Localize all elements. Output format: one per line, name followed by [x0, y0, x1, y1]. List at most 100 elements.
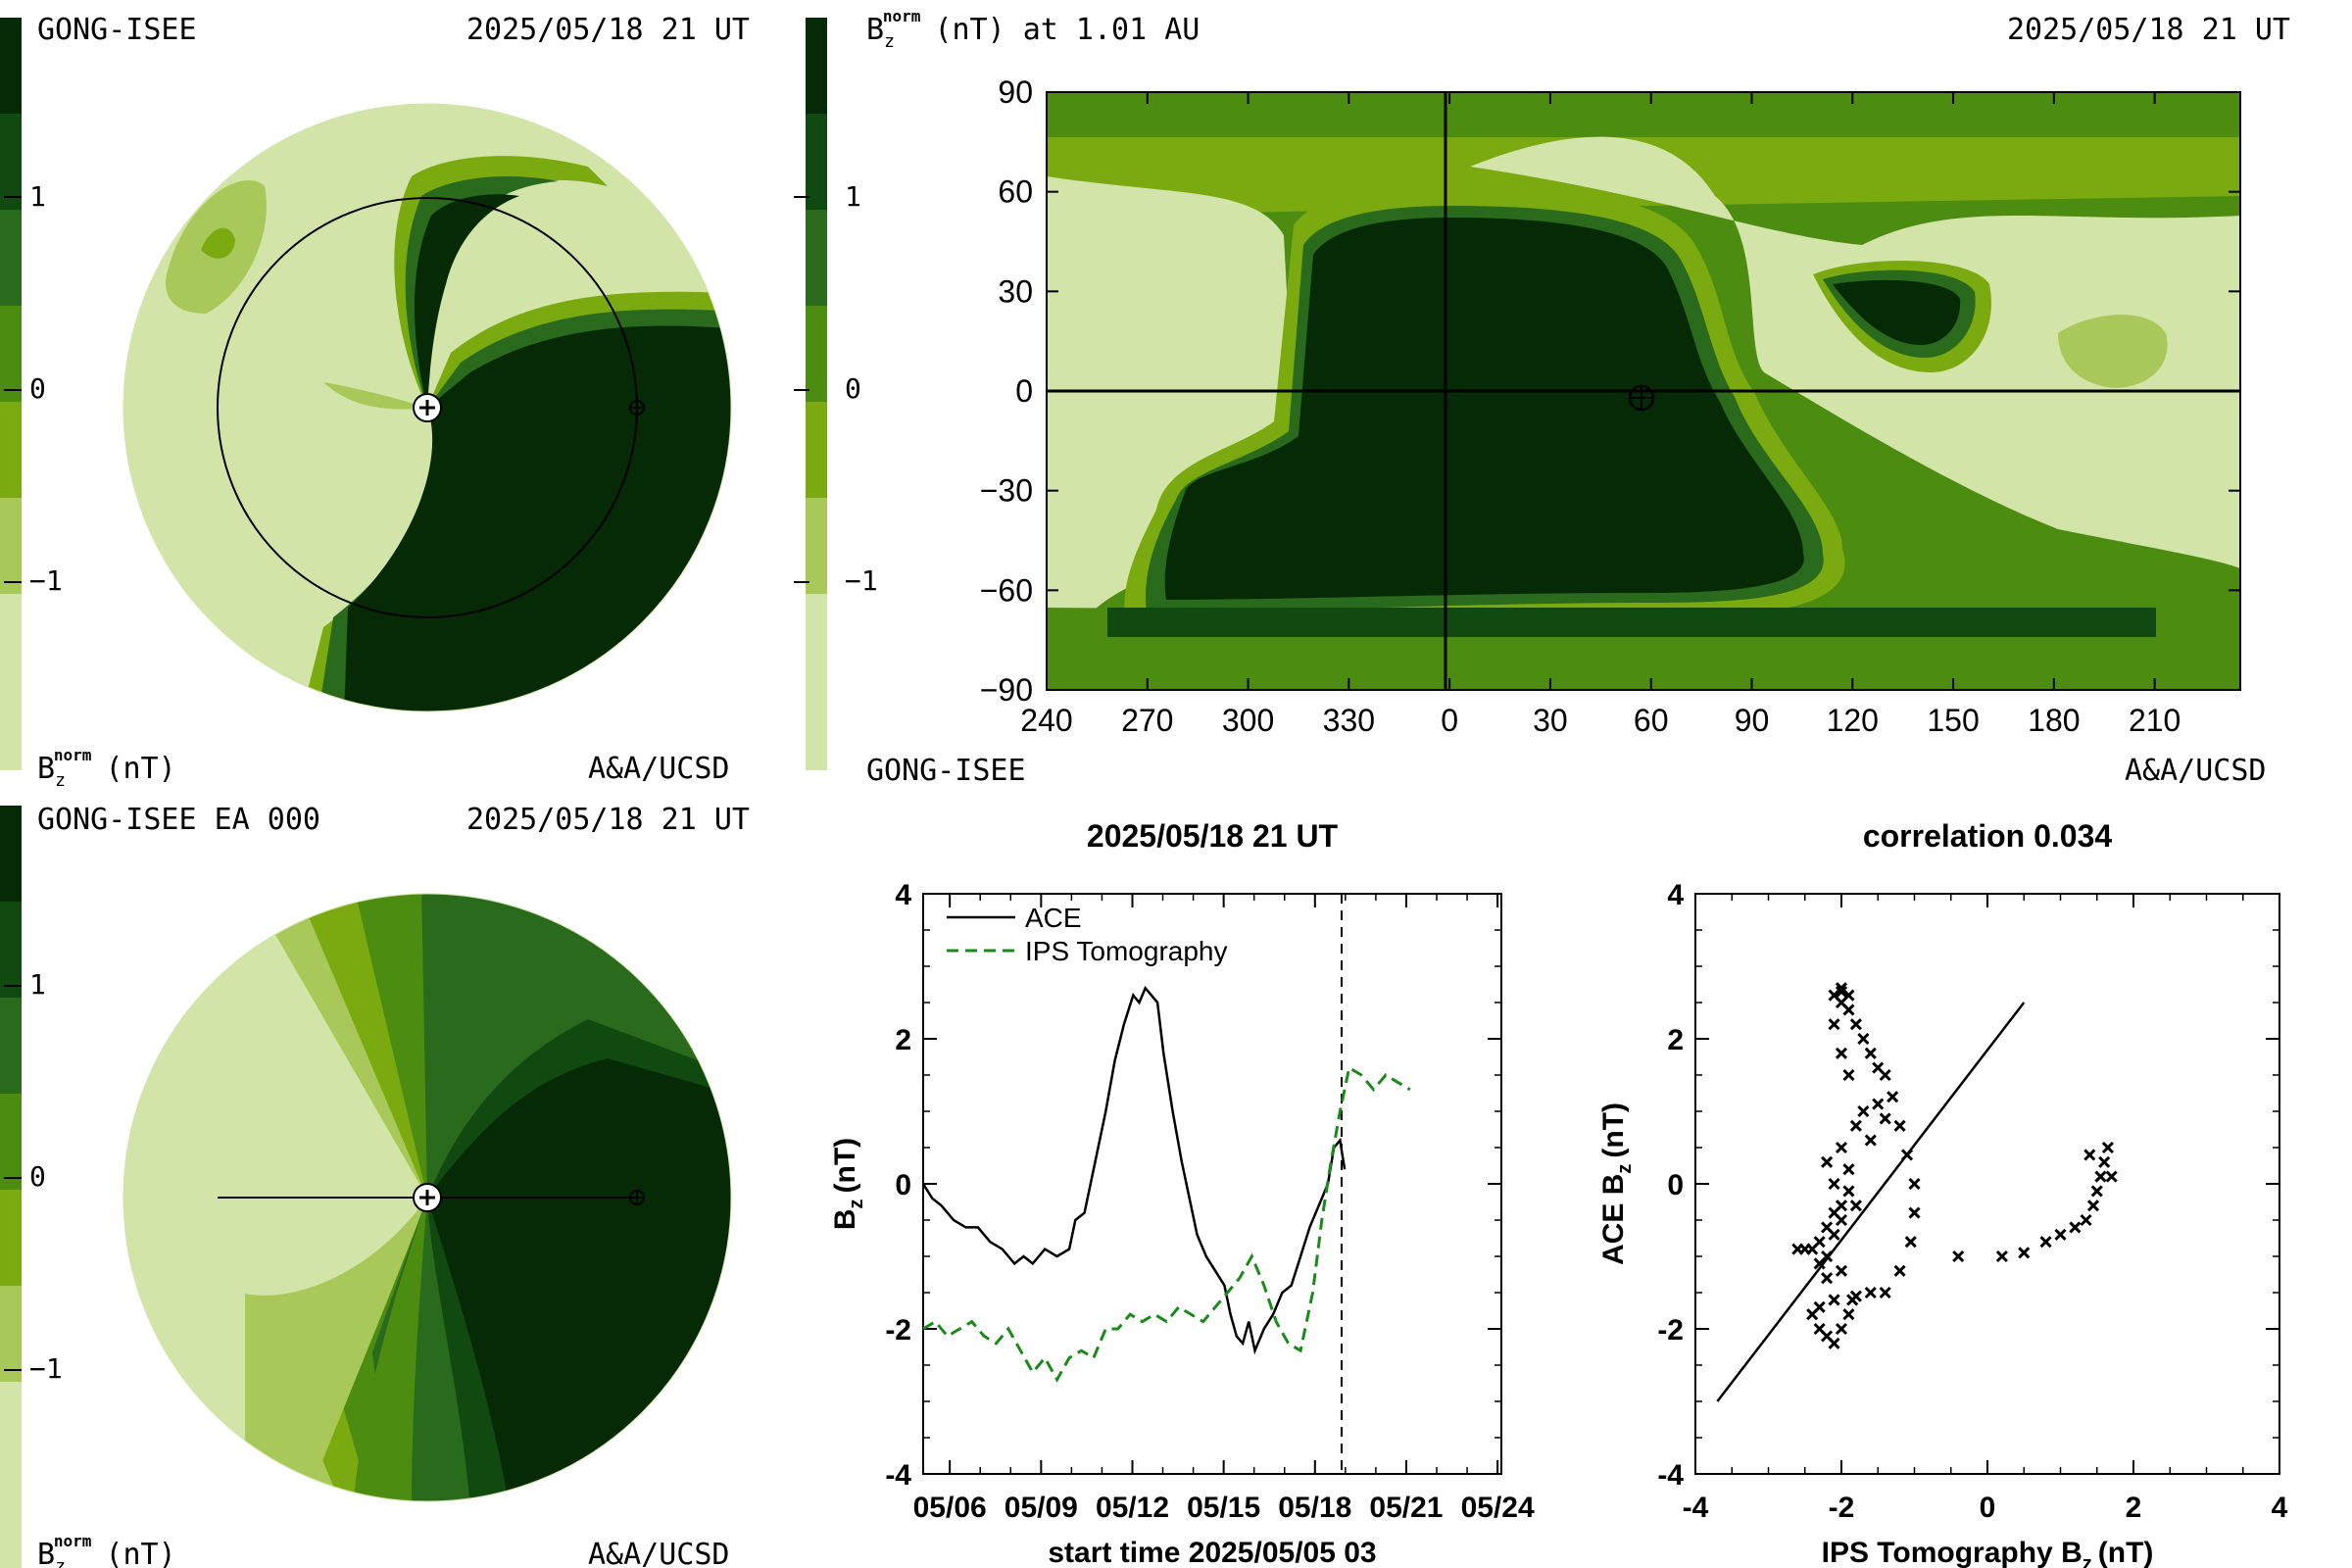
scatter-point — [2018, 1247, 2031, 1259]
scatter-point — [1908, 1177, 1921, 1191]
scatter-point — [1835, 1264, 1848, 1277]
map-x-tick-label: 240 — [1020, 703, 1072, 738]
x-axis-label: IPS Tomography Bz (nT) — [1822, 1537, 2154, 1568]
scatter-point — [2083, 1149, 2096, 1161]
scatter-point — [1864, 1134, 1877, 1147]
colorbar-top-left: 1 0 −1 — [0, 18, 63, 770]
y-tick-label: 4 — [895, 879, 911, 911]
scatter-point — [1857, 1032, 1870, 1046]
map-y-tick-label: 90 — [998, 74, 1033, 110]
sun-marker — [413, 1183, 442, 1212]
map-title: Bznorm (nT) at 1.01 AU — [866, 7, 1200, 52]
scatter-point — [1893, 1264, 1906, 1277]
sun-marker — [413, 393, 442, 422]
scatter-point — [1879, 1286, 1891, 1299]
y-axis-label: Bz(nT) — [829, 1138, 867, 1230]
scatter-point — [1872, 1098, 1885, 1110]
map-x-tick-label: 180 — [2028, 703, 2080, 738]
map-y-tick-label: 30 — [998, 273, 1033, 309]
scatter-point — [1821, 1155, 1834, 1168]
scatter-point — [1828, 1018, 1840, 1031]
colorbar-top-right: 1 0 −1 — [794, 18, 878, 770]
colorbar-tick: −1 — [845, 564, 878, 597]
scatter-chart: correlation 0.034 4 2 0 -2 -4-4 -2 0 2 4 IPS Tom… — [1597, 818, 2288, 1568]
map-title-right: 2025/05/18 21 UT — [2007, 13, 2290, 47]
scatter-point — [1886, 1091, 1899, 1103]
scatter-point — [1842, 1068, 1855, 1082]
x-tick-label: 05/15 — [1187, 1492, 1260, 1524]
earth-marker — [1628, 384, 1655, 412]
plot-frame — [922, 893, 1502, 1475]
map-x-tick-label: 150 — [1927, 703, 1979, 738]
map-y-tick-label: −90 — [980, 672, 1033, 708]
y-tick-label: -4 — [1657, 1459, 1684, 1492]
colorbar-tick: 0 — [29, 372, 46, 405]
x-tick-label: 05/09 — [1004, 1492, 1078, 1524]
panel-title-right: 2025/05/18 21 UT — [466, 13, 750, 47]
panel-bottom-left: 1 0 −1 GONG-ISEE EA 000 2025/05/18 21 UT — [0, 803, 750, 1568]
scatter-point — [1835, 1047, 1848, 1059]
earth-marker — [629, 1190, 645, 1205]
scatter-point — [1791, 1243, 1804, 1255]
map-y-tick-label: −30 — [980, 473, 1033, 509]
scatter-point — [1908, 1206, 1921, 1219]
scatter-point — [2090, 1185, 2103, 1198]
scatter-point — [2086, 1200, 2100, 1212]
scatter-point — [1995, 1250, 2008, 1263]
scatter-point — [1828, 989, 1840, 1002]
y-tick-label: -2 — [885, 1314, 911, 1347]
scatter-point — [1842, 1004, 1855, 1016]
x-tick-label: -2 — [1829, 1492, 1855, 1524]
synoptic-map — [1047, 92, 2240, 690]
scatter-point — [1849, 1200, 1862, 1212]
scatter-point — [1842, 1185, 1855, 1198]
panel-top-right: 1 0 −1 Bznorm (nT) at 1.01 AU 2025/05/18 … — [794, 7, 2290, 788]
x-axis-label: start time 2025/05/05 03 — [1048, 1537, 1376, 1568]
scatter-point — [1879, 1068, 1891, 1082]
x-tick-label: 4 — [2272, 1492, 2288, 1524]
legend: ACE IPS Tomography — [947, 903, 1228, 966]
scatter-point — [1813, 1257, 1826, 1270]
map-x-axis: 240 270 300 330 0 30 60 90 120 150 180 210 — [1020, 92, 2180, 738]
scatter-point — [1806, 1308, 1819, 1321]
legend-label-ace: ACE — [1025, 903, 1082, 933]
scatter-point — [1857, 1104, 1870, 1118]
bottom-left-label: Bznorm (nT) — [37, 1532, 176, 1568]
timeseries-chart: 2025/05/18 21 UT 4 2 0 -2 -405/06 05/09 05/12 0… — [829, 818, 1535, 1568]
chart-title: 2025/05/18 21 UT — [1087, 818, 1339, 854]
map-bottom-left-label: GONG-ISEE — [866, 754, 1026, 788]
y-tick-label: -2 — [1657, 1314, 1684, 1347]
colorbar-tick: 1 — [29, 968, 46, 1001]
scatter-point — [1904, 1236, 1917, 1249]
x-tick-label: 05/12 — [1096, 1492, 1169, 1524]
scatter-point — [1893, 1119, 1906, 1132]
scatter-point — [1828, 1337, 1840, 1349]
colorbar-tick: −1 — [29, 1352, 63, 1385]
x-tick-label: 05/21 — [1369, 1492, 1443, 1524]
scatter-point — [1842, 1163, 1855, 1176]
scatter-point — [1846, 1294, 1859, 1306]
map-x-tick-label: 120 — [1827, 703, 1879, 738]
bottom-right-label: A&A/UCSD — [588, 752, 730, 786]
scatter-point — [2039, 1236, 2052, 1249]
scatter-point — [1835, 1213, 1848, 1227]
y-axis-label: ACE Bz(nT) — [1597, 1102, 1636, 1265]
scatter-point — [1849, 1119, 1862, 1132]
x-tick-label: 0 — [1980, 1492, 1996, 1524]
map-x-tick-label: 60 — [1634, 703, 1669, 738]
scatter-point — [1849, 1018, 1862, 1031]
bottom-right-label: A&A/UCSD — [588, 1538, 730, 1568]
scatter-point — [1879, 1112, 1891, 1125]
colorbar-tick: 1 — [845, 180, 861, 213]
earth-marker — [629, 400, 645, 416]
map-x-tick-label: 270 — [1121, 703, 1173, 738]
scatter-point — [1828, 1294, 1840, 1306]
map-y-tick-label: −60 — [980, 572, 1033, 608]
y-tick-label: 2 — [895, 1024, 911, 1056]
y-tick-label: -4 — [885, 1459, 911, 1492]
map-x-tick-label: 30 — [1533, 703, 1568, 738]
panel-title-left: GONG-ISEE EA 000 — [37, 803, 320, 837]
map-x-tick-label: 330 — [1323, 703, 1375, 738]
plot-frame — [1694, 893, 2280, 1475]
